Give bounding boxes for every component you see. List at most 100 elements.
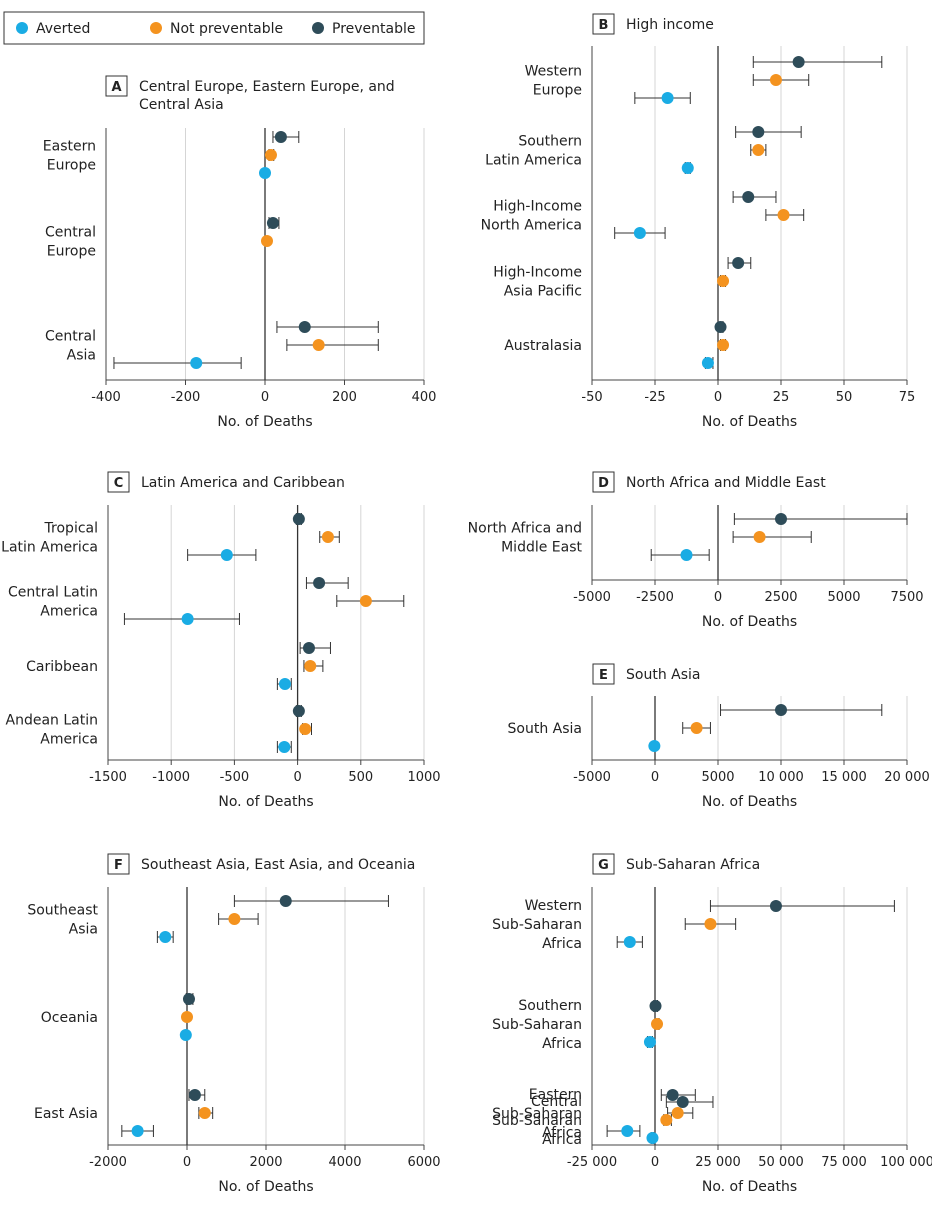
x-tick-label: -25 000 <box>567 1155 617 1170</box>
point-averted <box>181 613 194 625</box>
x-tick-label: 75 <box>899 390 916 405</box>
x-tick-label: 0 <box>261 390 269 405</box>
point-not-preventable <box>769 74 782 86</box>
point-not-preventable <box>359 595 372 607</box>
x-tick-label: 4000 <box>328 1155 361 1170</box>
panel-letter: D <box>598 476 609 491</box>
panel-title-line: Central Asia <box>139 97 224 113</box>
x-tick-label: 200 <box>332 390 357 405</box>
point-not-preventable <box>717 339 730 351</box>
point-averted <box>701 357 714 369</box>
point-preventable <box>292 705 305 717</box>
point-preventable <box>182 993 195 1005</box>
panel-e: E South Asia -5000 0 5000 10 000 15 000 20 000 N… <box>508 663 930 810</box>
x-tick-label: 0 <box>651 1155 659 1170</box>
point-preventable <box>714 321 727 333</box>
point-not-preventable <box>299 723 312 735</box>
point-averted <box>680 549 693 561</box>
panel-letter: C <box>114 476 124 491</box>
category-label: Latin America <box>1 540 98 556</box>
x-tick-label: 100 000 <box>880 1155 932 1170</box>
category-label: America <box>40 732 98 748</box>
x-axis-title: No. of Deaths <box>218 794 313 810</box>
category-label: High-Income <box>493 199 582 215</box>
category-label: High-Income <box>493 265 582 281</box>
x-tick-label: 25 <box>773 390 790 405</box>
category-label: Sub-Saharan <box>492 1017 582 1033</box>
point-not-preventable <box>671 1107 684 1119</box>
point-averted <box>646 1132 659 1144</box>
x-tick-label: -5000 <box>573 770 611 785</box>
panel-f: F Southeast Asia, East Asia, and Oceania -… <box>27 853 441 1195</box>
x-axis-title: No. of Deaths <box>702 614 797 630</box>
point-averted <box>190 357 203 369</box>
panel-title-line: South Asia <box>626 667 700 683</box>
point-not-preventable <box>704 918 717 930</box>
point-preventable <box>775 513 787 525</box>
panel-a: A Central Europe, Eastern Europe, and Cent… <box>43 75 436 430</box>
x-axis-title: No. of Deaths <box>702 414 797 430</box>
point-preventable <box>298 321 311 333</box>
panel-letter: F <box>114 858 123 873</box>
panel-letter: G <box>598 858 609 873</box>
category-label: Caribbean <box>26 659 98 675</box>
legend-frame <box>3 11 425 45</box>
point-averted <box>661 92 674 104</box>
x-tick-label: 500 <box>348 770 373 785</box>
category-label: Africa <box>542 1132 582 1148</box>
panel-title-line: Southeast Asia, East Asia, and Oceania <box>141 857 415 873</box>
point-not-preventable <box>651 1018 664 1030</box>
panel-title-line: High income <box>626 17 714 33</box>
point-not-preventable <box>690 722 703 734</box>
panel-letter: B <box>599 18 609 33</box>
point-averted <box>159 931 172 943</box>
category-label: Western <box>525 898 582 914</box>
category-label: Sub-Saharan <box>492 917 582 933</box>
category-label: North Africa and <box>468 521 582 537</box>
x-axis-title: No. of Deaths <box>702 794 797 810</box>
point-not-preventable <box>717 275 730 287</box>
point-not-preventable <box>660 1114 673 1126</box>
x-tick-label: 50 000 <box>758 1155 804 1170</box>
x-tick-label: 75 000 <box>821 1155 867 1170</box>
category-label: South Asia <box>508 721 582 737</box>
x-tick-label: -2500 <box>636 590 674 605</box>
panel-letter-box <box>107 853 130 875</box>
category-label: Africa <box>542 936 582 952</box>
category-label: Southern <box>518 134 582 150</box>
category-label: Central <box>45 225 96 241</box>
category-label: Andean Latin <box>6 713 98 729</box>
point-averted <box>179 1029 192 1041</box>
point-preventable <box>732 257 745 269</box>
point-not-preventable <box>260 235 273 247</box>
point-preventable <box>313 577 326 589</box>
x-tick-label: 20 000 <box>884 770 930 785</box>
category-label: Sub-Saharan <box>492 1106 582 1122</box>
category-label: Europe <box>533 83 582 99</box>
point-preventable <box>666 1089 679 1101</box>
x-tick-label: 5000 <box>701 770 734 785</box>
point-not-preventable <box>181 1011 193 1023</box>
x-tick-label: 7500 <box>890 590 923 605</box>
x-tick-label: 15 000 <box>821 770 867 785</box>
panel-letter: A <box>111 80 121 95</box>
panel-title-line: Sub-Saharan Africa <box>626 857 760 873</box>
point-averted <box>621 1125 634 1137</box>
x-tick-label: -500 <box>220 770 250 785</box>
panel-b: B High income -50 -25 0 25 50 75 No. of Deaths We… <box>481 13 916 430</box>
point-averted <box>633 227 646 239</box>
category-label: Asia Pacific <box>504 284 582 300</box>
x-tick-label: 1000 <box>407 770 440 785</box>
category-label: Central <box>531 1094 582 1110</box>
x-tick-label: -200 <box>171 390 201 405</box>
category-label: East Asia <box>34 1106 98 1122</box>
category-label: Asia <box>67 348 96 364</box>
x-tick-label: 5000 <box>827 590 860 605</box>
point-not-preventable <box>777 209 790 221</box>
point-not-preventable <box>264 149 277 161</box>
point-preventable <box>649 1000 662 1012</box>
x-tick-label: -2000 <box>89 1155 127 1170</box>
x-tick-label: 10 000 <box>758 770 804 785</box>
x-axis-title: No. of Deaths <box>702 1179 797 1195</box>
